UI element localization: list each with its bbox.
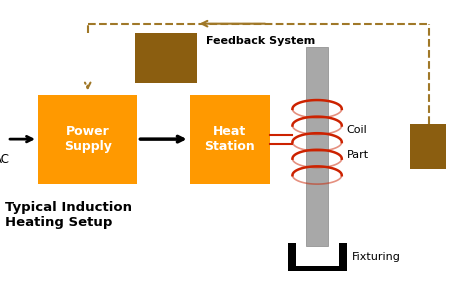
Text: Feedback System: Feedback System bbox=[206, 36, 315, 46]
Text: Heat
Station: Heat Station bbox=[204, 125, 255, 153]
Text: AC: AC bbox=[0, 153, 10, 166]
Text: Typical Induction
Heating Setup: Typical Induction Heating Setup bbox=[5, 201, 132, 229]
Bar bbox=[135, 33, 197, 83]
Bar bbox=[38, 95, 137, 184]
Bar bbox=[410, 124, 446, 169]
Text: Coil: Coil bbox=[346, 125, 367, 135]
Text: Part: Part bbox=[346, 149, 369, 160]
Text: Power
Supply: Power Supply bbox=[64, 125, 112, 153]
Text: Fixturing: Fixturing bbox=[352, 252, 401, 262]
Bar bbox=[306, 47, 328, 246]
Bar bbox=[288, 243, 296, 271]
Bar bbox=[288, 266, 347, 271]
Bar bbox=[339, 243, 347, 271]
Bar bbox=[190, 95, 270, 184]
